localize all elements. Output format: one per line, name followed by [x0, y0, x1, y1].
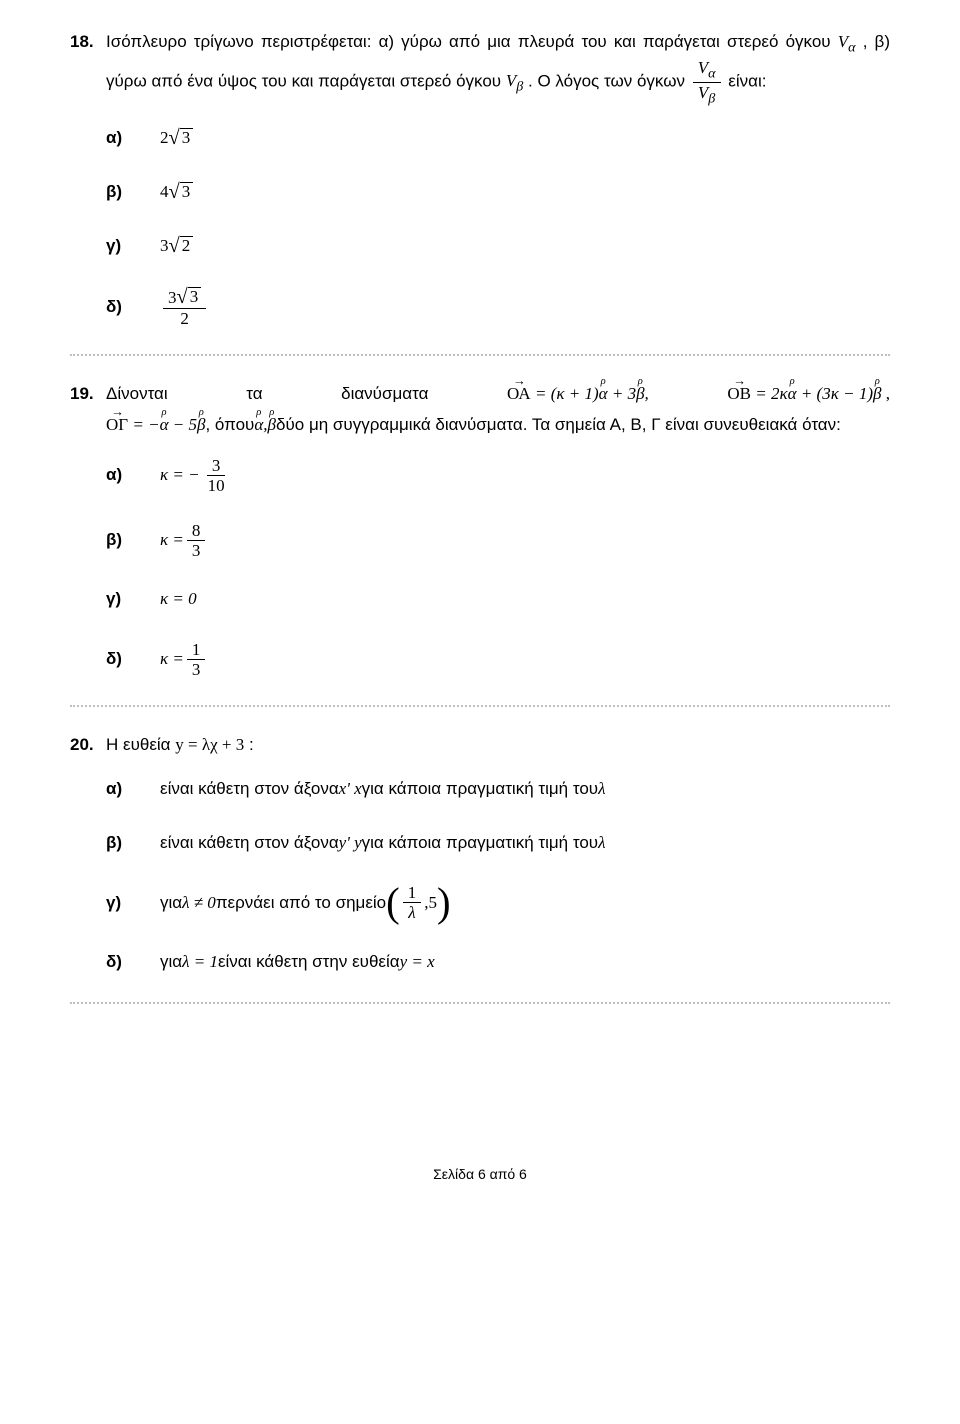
page-footer: Σελίδα 6 από 6 — [70, 1164, 890, 1184]
q20-options: α) είναι κάθετη στον άξονα x' x για κάπο… — [106, 775, 890, 976]
opt-label: γ) — [106, 587, 160, 612]
opt-label: β) — [106, 831, 160, 856]
frac: 8 3 — [187, 521, 206, 560]
opt-value: για λ = 1 είναι κάθετη στην ευθεία y = x — [160, 950, 435, 975]
q18-opt-b: β) 4 √3 — [106, 178, 890, 206]
q20-opt-b: β) είναι κάθετη στον άξονα y' y για κάπο… — [106, 829, 890, 857]
q20-body: Η ευθεία y = λχ + 3 : — [106, 733, 890, 758]
q20-number: 20. — [70, 733, 106, 758]
opt-value: 4 √3 — [160, 180, 193, 205]
q18-text-1: Ισόπλευρο τρίγωνο περιστρέφεται: α) γύρω… — [106, 32, 838, 51]
opt-label: δ) — [106, 295, 160, 320]
sqrt-icon: √3 — [169, 182, 194, 202]
opt-label: γ) — [106, 234, 160, 259]
opt-label: δ) — [106, 950, 160, 975]
q18-opt-c: γ) 3 √2 — [106, 232, 890, 260]
q18-ratio-frac: Vα Vβ — [693, 58, 721, 106]
sqrt-icon: √3 — [169, 128, 194, 148]
frac: 1 λ — [403, 883, 422, 922]
q18-stem: 18. Ισόπλευρο τρίγωνο περιστρέφεται: α) … — [70, 30, 890, 106]
opt-value: για λ ≠ 0 περνάει από το σημείο ( 1 λ ,5… — [160, 883, 451, 922]
q19-opt-b: β) κ = 8 3 — [106, 521, 890, 560]
q19-OA: ΟΑ = (κ + 1)α + 3β, — [507, 382, 649, 407]
opt-label: α) — [106, 777, 160, 802]
opt-label: β) — [106, 528, 160, 553]
opt-label: β) — [106, 180, 160, 205]
q20-opt-a: α) είναι κάθετη στον άξονα x' x για κάπο… — [106, 775, 890, 803]
divider — [70, 705, 890, 707]
opt-value: είναι κάθετη στον άξονα x' x για κάποια … — [160, 777, 605, 802]
opt-value: κ = 8 3 — [160, 521, 208, 560]
q19-line1: Δίνονται τα διανύσματα ΟΑ = (κ + 1)α + 3… — [106, 382, 890, 407]
q19-opt-d: δ) κ = 1 3 — [106, 640, 890, 679]
opt-value: κ = 1 3 — [160, 640, 208, 679]
opt-value: είναι κάθετη στον άξονα y' y για κάποια … — [160, 831, 605, 856]
left-paren-icon: ( — [386, 887, 400, 920]
q19-line2: ΟΓ = −α − 5β , όπου α, β δύο μη συγγραμμ… — [106, 413, 841, 438]
sqrt-icon: √3 — [177, 287, 202, 307]
q19-opt-a: α) κ = − 3 10 — [106, 456, 890, 495]
opt-value: κ = − 3 10 — [160, 456, 233, 495]
frac: 3 √3 2 — [163, 286, 206, 328]
q18-number: 18. — [70, 30, 106, 55]
q20-equation: y = λχ + 3 — [175, 735, 244, 754]
opt-value: 3 √3 2 — [160, 286, 209, 328]
q20-opt-d: δ) για λ = 1 είναι κάθετη στην ευθεία y … — [106, 948, 890, 976]
q19-body: Δίνονται τα διανύσματα ΟΑ = (κ + 1)α + 3… — [106, 382, 890, 437]
opt-value: κ = 0 — [160, 587, 197, 612]
divider — [70, 354, 890, 356]
q19-OB: ΟΒ = 2κα + (3κ − 1)β , — [727, 382, 890, 407]
opt-label: α) — [106, 126, 160, 151]
opt-label: α) — [106, 463, 160, 488]
q18-text-3: . Ο λόγος των όγκων — [528, 71, 690, 90]
question-18: 18. Ισόπλευρο τρίγωνο περιστρέφεται: α) … — [70, 30, 890, 328]
q18-opt-d: δ) 3 √3 2 — [106, 286, 890, 328]
opt-value: 3 √2 — [160, 234, 193, 259]
q19-stem: 19. Δίνονται τα διανύσματα ΟΑ = (κ + 1)α… — [70, 382, 890, 437]
q18-body: Ισόπλευρο τρίγωνο περιστρέφεται: α) γύρω… — [106, 30, 890, 106]
question-20: 20. Η ευθεία y = λχ + 3 : α) είναι κάθετ… — [70, 733, 890, 977]
q18-options: α) 2 √3 β) 4 √3 γ) 3 √2 δ) — [106, 124, 890, 328]
q19-number: 19. — [70, 382, 106, 407]
opt-label: γ) — [106, 891, 160, 916]
q20-opt-c: γ) για λ ≠ 0 περνάει από το σημείο ( 1 λ… — [106, 883, 890, 922]
q19-opt-c: γ) κ = 0 — [106, 586, 890, 614]
frac: 3 10 — [203, 456, 230, 495]
right-paren-icon: ) — [437, 887, 451, 920]
opt-value: 2 √3 — [160, 126, 193, 151]
question-19: 19. Δίνονται τα διανύσματα ΟΑ = (κ + 1)α… — [70, 382, 890, 678]
divider — [70, 1002, 890, 1004]
q19-OG: ΟΓ = −α − 5β — [106, 413, 205, 438]
opt-label: δ) — [106, 647, 160, 672]
q19-options: α) κ = − 3 10 β) κ = 8 3 γ) κ = — [106, 456, 890, 679]
q18-opt-a: α) 2 √3 — [106, 124, 890, 152]
q18-Va: Vα — [838, 32, 856, 51]
sqrt-icon: √2 — [169, 236, 194, 256]
frac: 1 3 — [187, 640, 206, 679]
q18-Vb: Vβ — [506, 71, 523, 90]
q20-stem: 20. Η ευθεία y = λχ + 3 : — [70, 733, 890, 758]
q18-text-4: είναι: — [728, 71, 766, 90]
